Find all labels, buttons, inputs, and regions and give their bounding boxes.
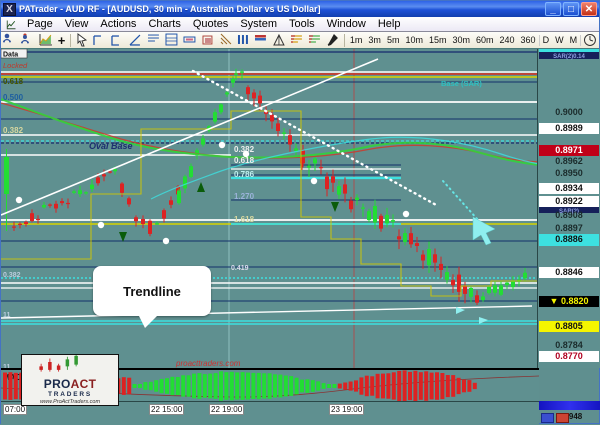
svg-text:Data: Data bbox=[3, 52, 18, 59]
svg-text:Locked: Locked bbox=[3, 61, 28, 70]
svg-text:0.618: 0.618 bbox=[234, 156, 255, 165]
svg-text:Base (SAR): Base (SAR) bbox=[441, 79, 482, 88]
svg-text:1.270: 1.270 bbox=[234, 192, 255, 201]
svg-text:0.618: 0.618 bbox=[3, 77, 24, 86]
svg-text:1.618: 1.618 bbox=[234, 215, 255, 224]
svg-text:0.419: 0.419 bbox=[231, 265, 249, 272]
svg-text:0.786: 0.786 bbox=[234, 170, 255, 179]
svg-text:0.382: 0.382 bbox=[3, 272, 21, 279]
svg-text:0.382: 0.382 bbox=[3, 126, 24, 135]
svg-text:Oval Base: Oval Base bbox=[89, 141, 133, 151]
svg-text:0.500: 0.500 bbox=[3, 93, 24, 102]
